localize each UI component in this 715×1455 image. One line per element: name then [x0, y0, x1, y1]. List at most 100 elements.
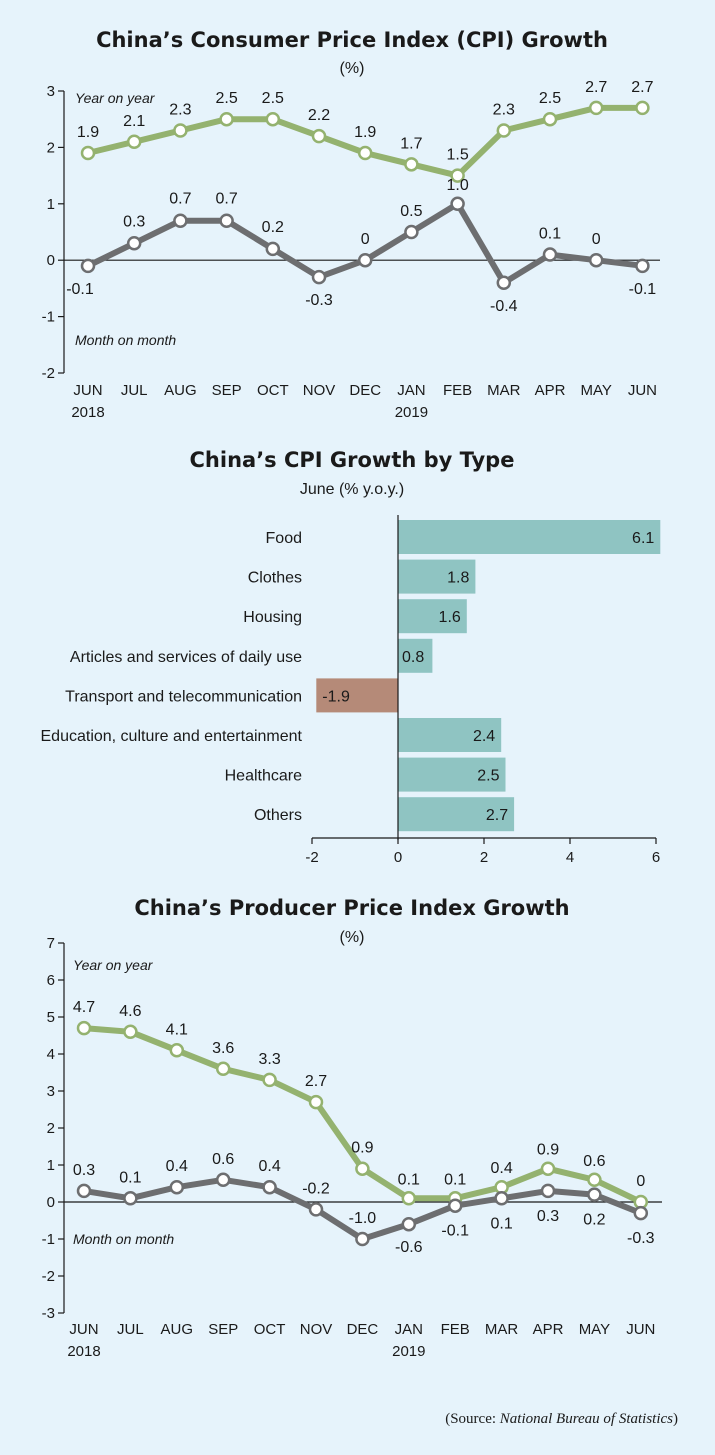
cpi-type-value-label: 0.8: [402, 649, 424, 666]
undefined-x-tick-label: FEB: [441, 1321, 470, 1338]
undefined-y-tick-label: 6: [47, 972, 55, 989]
undefined-y-tick-label: 3: [47, 83, 55, 100]
undefined-data-label: 0: [592, 231, 601, 248]
undefined-data-label: 0.4: [258, 1158, 280, 1175]
undefined-x-tick-label: SEP: [212, 382, 242, 399]
undefined-data-label: 0.6: [212, 1151, 234, 1168]
undefined-x-tick-label: DEC: [347, 1321, 379, 1338]
cpi-type-bar: [398, 638, 433, 673]
undefined-point: [126, 134, 142, 150]
undefined-data-label: 0.3: [123, 213, 145, 230]
undefined-point: [588, 100, 604, 116]
undefined-point: [215, 1172, 231, 1188]
cpi-type-category-label: Healthcare: [225, 768, 302, 785]
ppi-yoy-series-label: Year on year: [73, 957, 154, 973]
undefined-data-label: -0.1: [441, 1223, 469, 1240]
ppi-chart-subtitle: (%): [340, 929, 365, 946]
undefined-point: [450, 168, 465, 183]
undefined-data-label: 0.9: [351, 1140, 373, 1157]
undefined-point: [265, 111, 281, 127]
undefined-data-label: 2.5: [215, 90, 237, 107]
undefined-x-tick-label: OCT: [254, 1321, 286, 1338]
cpi-type-bar: [316, 678, 398, 713]
undefined-data-label: 0.4: [490, 1160, 512, 1177]
cpi-type-x-tick-label: 4: [566, 849, 574, 866]
undefined-x-tick-label: JUL: [117, 1321, 144, 1338]
cpi-chart-title: China’s Consumer Price Index (CPI) Growt…: [96, 28, 608, 52]
undefined-point: [215, 1061, 231, 1077]
undefined-y-tick-label: 2: [47, 139, 55, 156]
undefined-point: [308, 1202, 324, 1217]
cpi-type-value-label: 6.1: [632, 530, 654, 547]
undefined-point: [265, 241, 281, 257]
cpi-type-bar: [398, 718, 502, 752]
undefined-x-tick-label: OCT: [257, 382, 289, 399]
cpi-type-bar: [398, 559, 476, 594]
undefined-point: [404, 157, 419, 172]
undefined-data-label: 0.6: [583, 1153, 605, 1170]
undefined-x-tick-label: AUG: [161, 1321, 194, 1338]
cpi-type-x-tick-label: 6: [652, 849, 660, 866]
undefined-data-label: 0.1: [398, 1171, 420, 1188]
undefined-point: [311, 269, 327, 285]
undefined-data-label: 0: [361, 231, 370, 248]
undefined-data-label: 0.7: [215, 191, 237, 208]
undefined-x-tick-label: MAY: [580, 382, 611, 399]
undefined-x-tick-label: JAN: [397, 382, 425, 399]
undefined-y-tick-label: 1: [47, 196, 55, 213]
undefined-data-label: 0.1: [539, 226, 561, 243]
undefined-data-label: 0.1: [119, 1169, 141, 1186]
undefined-y-tick-label: 0: [47, 1194, 55, 1211]
undefined-data-label: -0.1: [629, 281, 657, 298]
undefined-x-tick-label: FEB: [443, 382, 472, 399]
cpi-type-x-tick-label: 0: [394, 849, 402, 866]
undefined-point: [173, 123, 188, 138]
undefined-point: [587, 1172, 602, 1188]
undefined-data-label: 2.2: [308, 107, 330, 124]
undefined-y-tick-label: -1: [42, 1231, 55, 1248]
source-name: National Bureau of Statistics: [499, 1411, 673, 1427]
undefined-data-label: 0.3: [73, 1162, 95, 1179]
cpi-by-type-chart: China’s CPI Growth by Type June (% y.o.y…: [41, 448, 661, 866]
undefined-point: [635, 100, 650, 116]
cpi-type-category-label: Education, culture and entertainment: [41, 728, 303, 745]
source-suffix: ): [673, 1411, 678, 1427]
undefined-y-tick-label: -3: [42, 1305, 55, 1322]
undefined-x-tick-label: APR: [535, 382, 566, 399]
undefined-data-label: -0.3: [305, 292, 333, 309]
undefined-point: [262, 1179, 277, 1195]
undefined-x-tick-label: DEC: [349, 382, 381, 399]
cpi-yoy-series-label: Year on year: [75, 90, 156, 106]
undefined-y-tick-label: 0: [47, 252, 55, 269]
undefined-point: [311, 128, 327, 144]
cpi-type-category-label: Housing: [243, 609, 302, 626]
undefined-point: [496, 123, 512, 138]
undefined-data-label: 2.5: [539, 90, 561, 107]
undefined-point: [401, 1191, 417, 1206]
undefined-data-label: -0.4: [490, 298, 518, 315]
undefined-point: [633, 1205, 649, 1221]
undefined-x-year-label: 2018: [67, 1343, 100, 1360]
undefined-point: [80, 258, 96, 274]
cpi-mom-series-label: Month on month: [75, 332, 176, 348]
undefined-point: [447, 1198, 463, 1213]
cpi-marks: -2 -1 0 1 2 3 JUN 2018 JUL AUG SEP OCT NOV DEC JAN 2019…: [42, 79, 660, 421]
undefined-data-label: 0.3: [537, 1208, 559, 1225]
undefined-data-label: 0.2: [583, 1212, 605, 1229]
undefined-x-tick-label: JAN: [395, 1321, 423, 1338]
undefined-x-tick-label: SEP: [208, 1321, 238, 1338]
undefined-x-tick-label: MAR: [485, 1321, 519, 1338]
undefined-point: [401, 1216, 417, 1232]
undefined-point: [76, 1020, 92, 1036]
undefined-data-label: 0.5: [400, 203, 422, 220]
undefined-point: [219, 111, 234, 127]
undefined-x-tick-label: JUN: [628, 382, 657, 399]
cpi-type-bar: [398, 797, 515, 832]
cpi-type-category-label: Food: [266, 530, 302, 547]
cpi-type-marks: Food 6.1 Clothes 1.8 Housing 1.6 Articles and …: [41, 515, 661, 866]
undefined-x-tick-label: JUL: [121, 382, 148, 399]
undefined-point: [123, 1024, 138, 1040]
undefined-point: [219, 213, 234, 228]
undefined-data-label: 3.3: [258, 1051, 280, 1068]
